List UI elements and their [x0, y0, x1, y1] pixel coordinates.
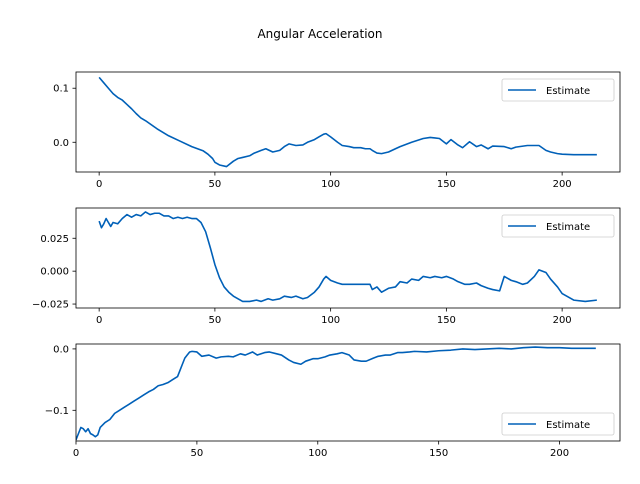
series-line-estimate-2 [98, 211, 597, 303]
series-line-estimate-3 [76, 346, 596, 441]
x-tick-label: 50 [209, 179, 222, 190]
x-tick-label: 0 [96, 315, 102, 326]
legend-3: Estimate [501, 412, 615, 436]
x-tick-label: 100 [321, 315, 340, 326]
x-tick-label: 50 [209, 315, 222, 326]
y-tick-label: 0.0 [53, 344, 69, 355]
y-tick-label: 0.0 [53, 138, 69, 149]
legend-box [501, 214, 615, 238]
x-tick-label: 150 [437, 179, 456, 190]
legend-label: Estimate [546, 86, 590, 97]
axes-frame-2 [75, 207, 621, 309]
y-tick-label: −0.1 [45, 406, 69, 417]
x-tick-label: 200 [553, 179, 572, 190]
legend-box [501, 412, 615, 436]
y-tick-label: 0.025 [40, 234, 69, 245]
y-tick-label: −0.025 [32, 300, 69, 311]
x-tick-label: 100 [308, 448, 327, 459]
x-tick-label: 50 [191, 448, 204, 459]
x-tick-label: 150 [429, 448, 448, 459]
axes-frame-3 [75, 343, 621, 442]
legend-2: Estimate [501, 214, 615, 238]
y-tick-label: 0.000 [40, 267, 69, 278]
x-tick-label: 150 [437, 315, 456, 326]
y-tick-label: 0.1 [53, 84, 69, 95]
legend-box [501, 78, 615, 102]
x-tick-label: 100 [321, 179, 340, 190]
x-tick-label: 0 [73, 448, 79, 459]
legend-label: Estimate [546, 222, 590, 233]
legend-label: Estimate [546, 420, 590, 431]
x-tick-label: 0 [96, 179, 102, 190]
subplot-panels: 0 50 100 150 200 0.1 0.0 Estimate 0 50 100 150 200 0.… [32, 71, 621, 459]
subplot-2: 0 50 100 150 200 0.025 0.000 −0.025 Estimate [32, 207, 621, 326]
series-line-estimate-1 [98, 76, 597, 168]
subplot-3: 0 50 100 150 200 0.0 −0.1 Estimate [45, 343, 621, 459]
axes-frame-1 [75, 71, 621, 173]
subplot-1: 0 50 100 150 200 0.1 0.0 Estimate [53, 71, 621, 190]
x-tick-label: 200 [553, 315, 572, 326]
x-tick-label: 200 [550, 448, 569, 459]
legend-1: Estimate [501, 78, 615, 102]
figure-title: Angular Acceleration [257, 27, 382, 41]
